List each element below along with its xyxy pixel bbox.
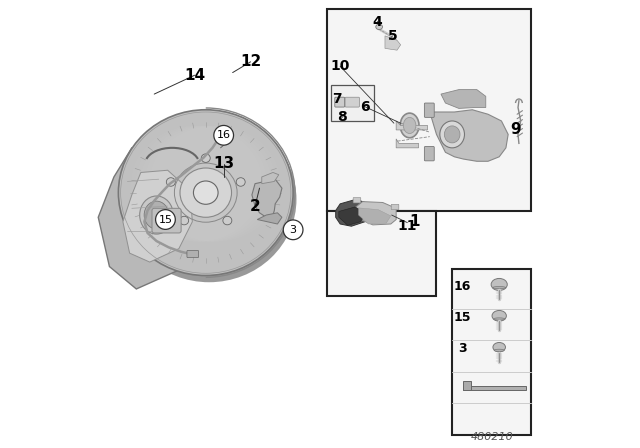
Ellipse shape: [120, 112, 294, 278]
Ellipse shape: [236, 178, 245, 186]
Polygon shape: [336, 199, 371, 226]
Ellipse shape: [140, 125, 271, 242]
Text: 16: 16: [454, 280, 471, 293]
Text: 7: 7: [332, 91, 342, 106]
Polygon shape: [252, 179, 282, 217]
Ellipse shape: [136, 125, 267, 242]
FancyBboxPatch shape: [345, 97, 360, 107]
FancyBboxPatch shape: [424, 103, 435, 117]
Ellipse shape: [144, 201, 169, 229]
Text: 5: 5: [388, 29, 397, 43]
Circle shape: [214, 125, 234, 145]
Text: 4: 4: [372, 14, 382, 29]
FancyBboxPatch shape: [353, 198, 361, 203]
Text: 12: 12: [240, 54, 261, 69]
Polygon shape: [123, 170, 193, 262]
FancyBboxPatch shape: [327, 9, 531, 211]
Ellipse shape: [145, 125, 276, 242]
Text: 8: 8: [337, 110, 348, 125]
Text: 15: 15: [159, 215, 172, 224]
Circle shape: [156, 210, 175, 229]
Ellipse shape: [119, 111, 294, 277]
Polygon shape: [257, 213, 282, 224]
Ellipse shape: [494, 349, 504, 352]
Text: 3: 3: [458, 342, 467, 356]
FancyBboxPatch shape: [152, 208, 181, 233]
Ellipse shape: [118, 110, 293, 276]
Text: 15: 15: [454, 311, 471, 324]
Polygon shape: [262, 172, 279, 184]
Ellipse shape: [403, 117, 416, 134]
Polygon shape: [339, 207, 367, 225]
Ellipse shape: [122, 116, 296, 282]
FancyBboxPatch shape: [332, 85, 374, 121]
FancyBboxPatch shape: [327, 211, 436, 296]
Ellipse shape: [493, 318, 505, 320]
Circle shape: [284, 220, 303, 240]
Polygon shape: [358, 208, 391, 224]
Ellipse shape: [493, 343, 506, 352]
Ellipse shape: [120, 114, 295, 280]
Text: 16: 16: [217, 130, 230, 140]
Text: 480210: 480210: [471, 432, 514, 442]
Ellipse shape: [166, 178, 175, 186]
Polygon shape: [396, 121, 428, 130]
Ellipse shape: [376, 24, 383, 30]
Text: 10: 10: [330, 59, 350, 73]
Ellipse shape: [215, 135, 223, 142]
Polygon shape: [430, 110, 508, 161]
Ellipse shape: [201, 154, 210, 163]
Text: 11: 11: [397, 219, 417, 233]
FancyBboxPatch shape: [452, 269, 531, 435]
FancyBboxPatch shape: [187, 250, 198, 258]
Polygon shape: [463, 386, 526, 390]
Ellipse shape: [180, 168, 232, 217]
Ellipse shape: [492, 310, 506, 321]
Text: 9: 9: [510, 122, 521, 138]
Text: 13: 13: [213, 156, 234, 171]
Ellipse shape: [180, 216, 189, 225]
Text: 14: 14: [184, 68, 205, 83]
Polygon shape: [441, 90, 486, 108]
FancyBboxPatch shape: [424, 146, 435, 161]
Ellipse shape: [444, 126, 460, 143]
Polygon shape: [385, 36, 401, 50]
Ellipse shape: [491, 279, 508, 291]
Ellipse shape: [223, 216, 232, 225]
Ellipse shape: [193, 181, 218, 204]
Text: 3: 3: [290, 225, 296, 235]
Text: 6: 6: [360, 99, 370, 114]
Ellipse shape: [440, 121, 465, 148]
Text: 1: 1: [409, 214, 419, 229]
Ellipse shape: [131, 125, 262, 242]
Text: 2: 2: [250, 198, 260, 214]
Polygon shape: [99, 143, 215, 289]
Polygon shape: [463, 381, 472, 390]
Ellipse shape: [400, 113, 419, 138]
Polygon shape: [396, 139, 419, 148]
Ellipse shape: [493, 287, 506, 289]
Ellipse shape: [149, 125, 280, 242]
Ellipse shape: [118, 110, 293, 276]
Ellipse shape: [121, 115, 296, 281]
FancyBboxPatch shape: [335, 97, 345, 107]
Polygon shape: [355, 202, 396, 225]
Ellipse shape: [140, 196, 173, 234]
FancyBboxPatch shape: [391, 204, 399, 210]
